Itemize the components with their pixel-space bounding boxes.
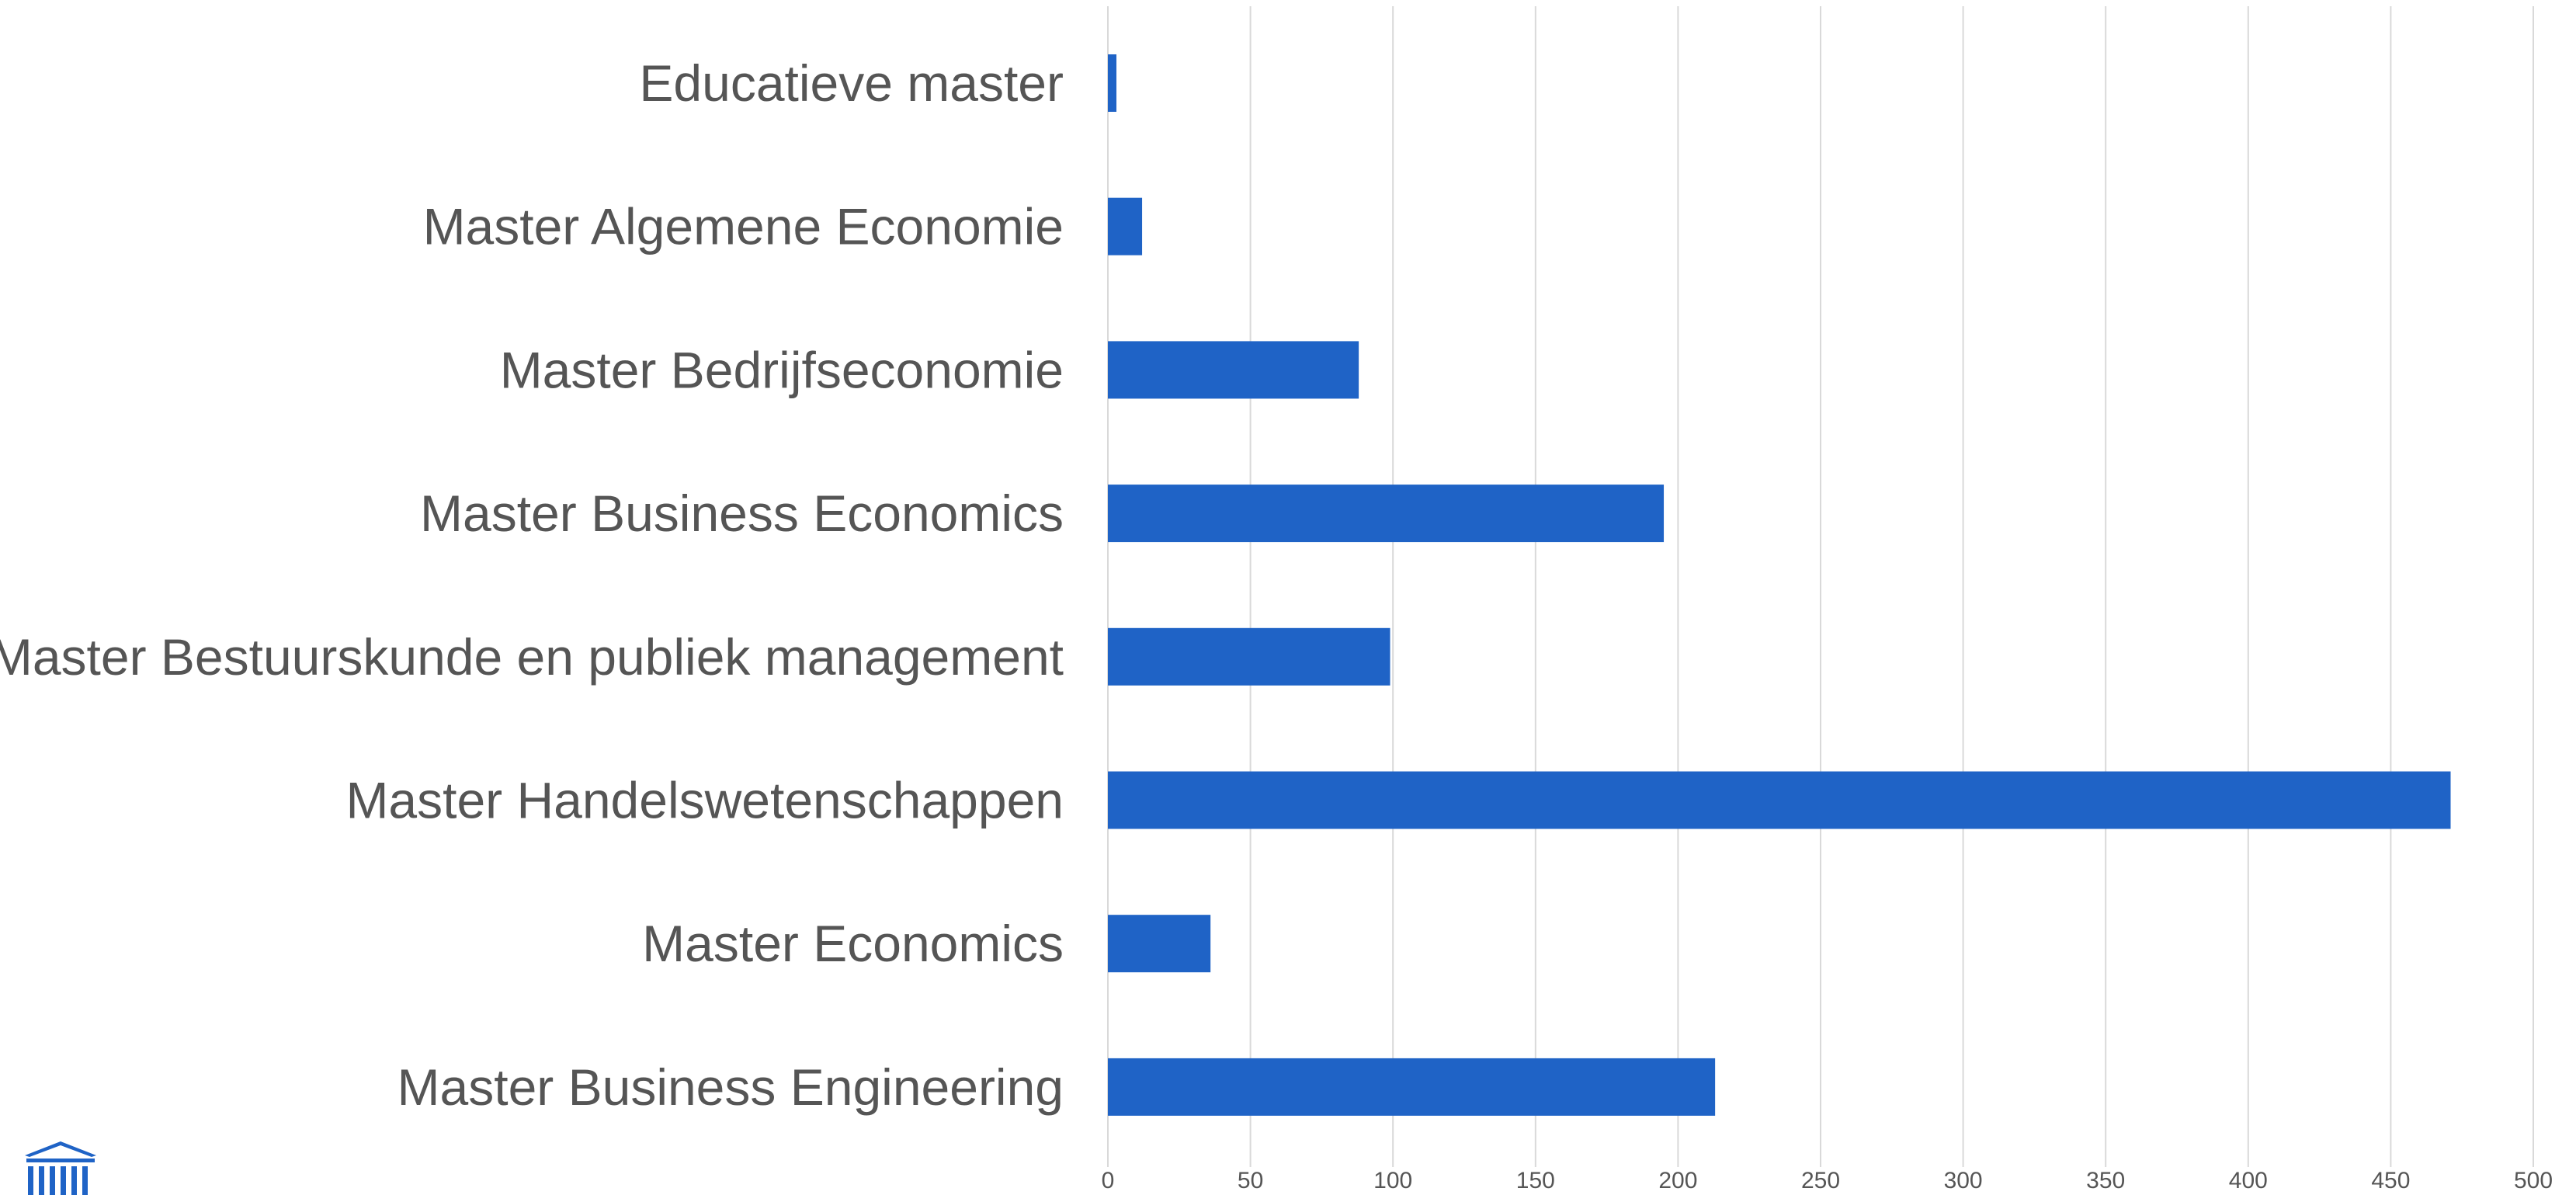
x-tick-label: 0: [1102, 1168, 1115, 1193]
category-label: Master Algemene Economie: [423, 198, 1064, 255]
bar: [1108, 915, 1211, 973]
bar: [1108, 1058, 1716, 1116]
category-label: Educatieve master: [639, 54, 1064, 112]
bars: [1108, 54, 2451, 1116]
bar: [1108, 197, 1143, 255]
category-label: Master Handelswetenschappen: [345, 772, 1064, 829]
category-label: Master Business Engineering: [398, 1058, 1064, 1116]
x-tick-label: 300: [1944, 1168, 1983, 1193]
x-tick-label: 200: [1658, 1168, 1697, 1193]
x-tick-label: 450: [2371, 1168, 2410, 1193]
category-label: Master Bestuurskunde en publiek manageme…: [0, 628, 1064, 686]
x-tick-label: 150: [1516, 1168, 1555, 1193]
x-tick-label: 400: [2229, 1168, 2268, 1193]
x-tick-label: 50: [1238, 1168, 1263, 1193]
bar: [1108, 485, 1665, 543]
grid-lines: [1107, 6, 2534, 1167]
x-tick-label: 500: [2514, 1168, 2553, 1193]
x-axis-tick-labels: 0 50 100 150 200 250 300 350 400 450 500: [1102, 1168, 2553, 1193]
category-label: Master Business Economics: [420, 485, 1064, 542]
bar: [1108, 771, 2451, 829]
category-label: Master Economics: [642, 915, 1064, 972]
bar: [1108, 54, 1117, 112]
x-tick-label: 250: [1801, 1168, 1840, 1193]
category-label: Master Bedrijfseconomie: [500, 341, 1064, 398]
building-columns-icon: [25, 1141, 96, 1195]
bar: [1108, 341, 1359, 399]
x-tick-label: 350: [2086, 1168, 2125, 1193]
x-tick-label: 100: [1373, 1168, 1412, 1193]
bar: [1108, 627, 1390, 686]
category-labels: Educatieve master Master Algemene Economi…: [0, 54, 1064, 1116]
